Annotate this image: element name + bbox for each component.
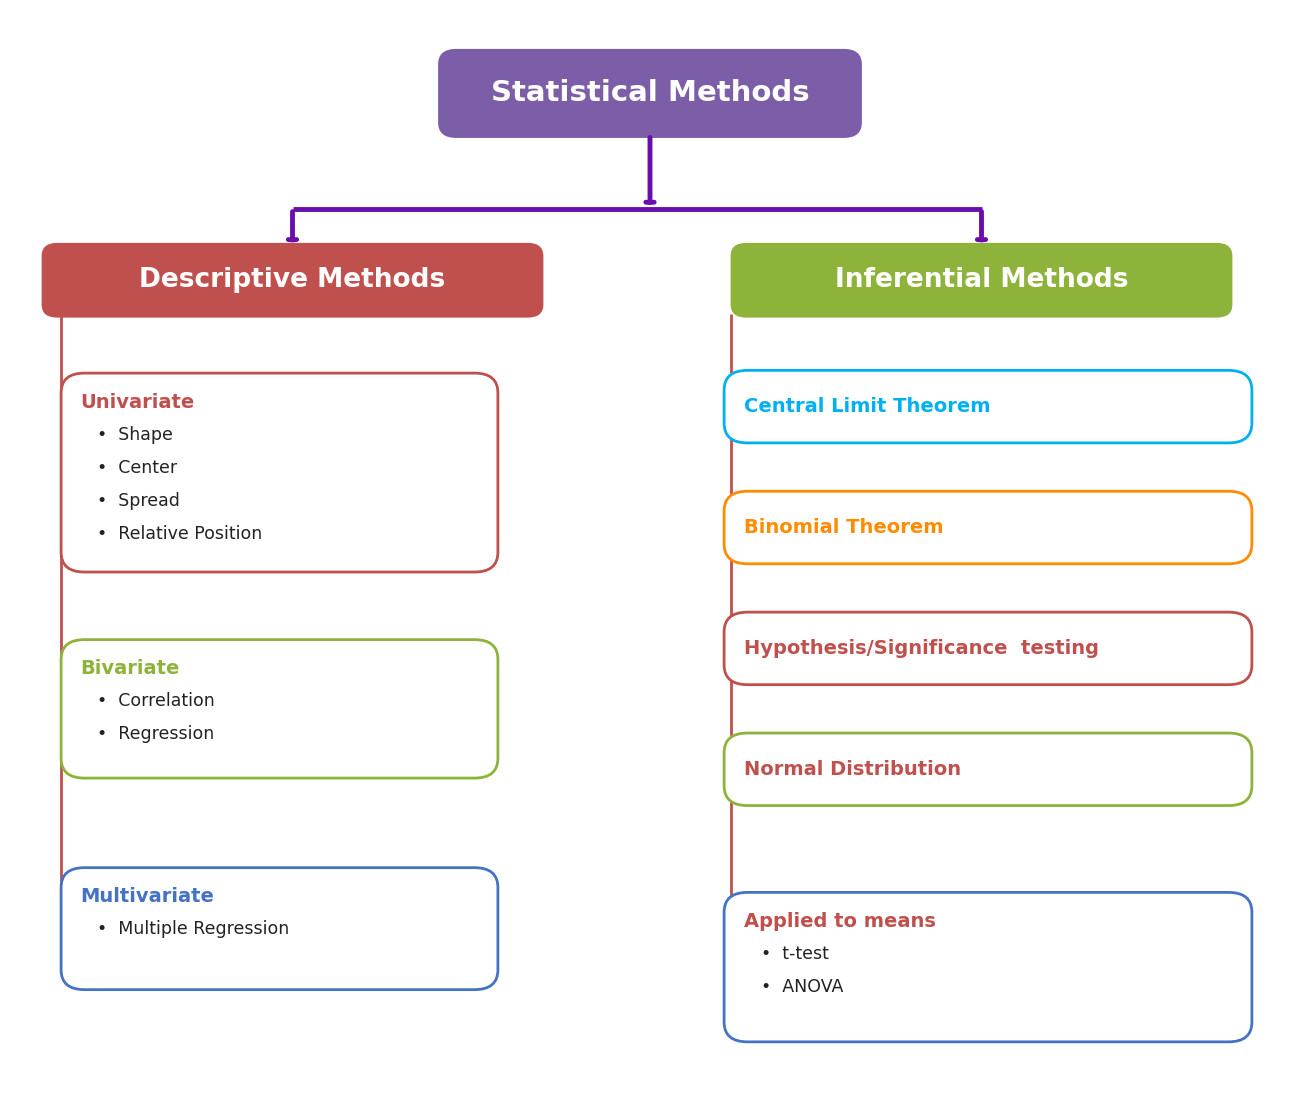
Text: •  t-test: • t-test — [760, 945, 828, 963]
Text: Inferential Methods: Inferential Methods — [835, 267, 1128, 293]
FancyBboxPatch shape — [724, 491, 1252, 564]
Text: Hypothesis/Significance  testing: Hypothesis/Significance testing — [744, 639, 1098, 658]
FancyBboxPatch shape — [724, 370, 1252, 443]
Text: Normal Distribution: Normal Distribution — [744, 759, 961, 779]
FancyBboxPatch shape — [731, 243, 1232, 318]
Text: Descriptive Methods: Descriptive Methods — [139, 267, 446, 293]
FancyBboxPatch shape — [61, 640, 498, 778]
Text: Statistical Methods: Statistical Methods — [490, 79, 810, 108]
Text: •  Correlation: • Correlation — [98, 692, 216, 710]
Text: Multivariate: Multivariate — [81, 888, 214, 907]
FancyBboxPatch shape — [42, 243, 543, 318]
FancyBboxPatch shape — [724, 612, 1252, 685]
FancyBboxPatch shape — [724, 733, 1252, 806]
Text: Univariate: Univariate — [81, 393, 195, 412]
Text: Central Limit Theorem: Central Limit Theorem — [744, 397, 991, 417]
Text: •  Shape: • Shape — [98, 426, 173, 444]
Text: •  Relative Position: • Relative Position — [98, 525, 263, 543]
Text: Binomial Theorem: Binomial Theorem — [744, 518, 942, 537]
Text: •  Regression: • Regression — [98, 725, 214, 743]
Text: •  Spread: • Spread — [98, 492, 181, 510]
FancyBboxPatch shape — [61, 868, 498, 989]
FancyBboxPatch shape — [61, 374, 498, 573]
Text: Bivariate: Bivariate — [81, 659, 179, 678]
Text: •  Center: • Center — [98, 459, 178, 477]
Text: •  ANOVA: • ANOVA — [760, 978, 842, 996]
FancyBboxPatch shape — [724, 892, 1252, 1042]
FancyBboxPatch shape — [438, 48, 862, 137]
Text: •  Multiple Regression: • Multiple Regression — [98, 921, 290, 939]
Text: Applied to means: Applied to means — [744, 912, 936, 931]
